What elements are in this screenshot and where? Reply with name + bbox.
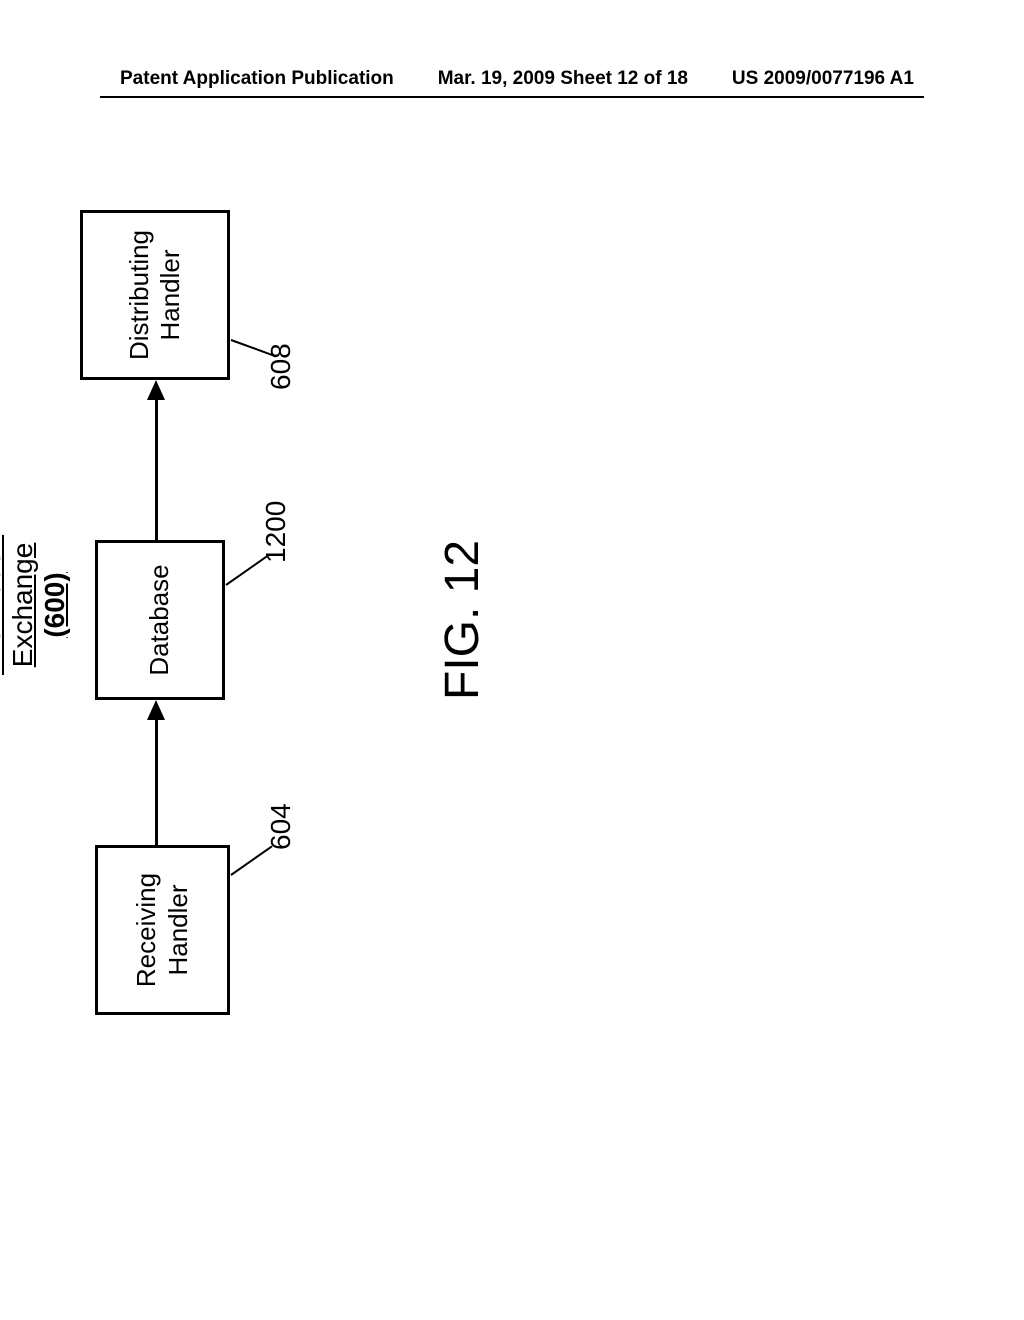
- node-label-line-1: Database: [144, 564, 175, 675]
- header-rule: [100, 96, 924, 98]
- header-right: US 2009/0077196 A1: [732, 68, 914, 90]
- arrow-head-icon: [147, 380, 165, 400]
- ref-label-604: 604: [265, 803, 297, 850]
- ref-label-1200: 1200: [260, 501, 292, 563]
- node-label-line-1: Distributing: [124, 230, 155, 360]
- title-line-2: Exchange: [7, 535, 39, 675]
- ref-label-608: 608: [265, 343, 297, 390]
- node-label-line-1: Receiving: [131, 873, 162, 987]
- node-label-line-2: Handler: [155, 230, 186, 360]
- node-receiving-handler: Receiving Handler: [95, 845, 230, 1015]
- arrow-head-icon: [147, 700, 165, 720]
- diagram-title: Information Exchange (600): [0, 535, 72, 675]
- node-database: Database: [95, 540, 225, 700]
- page-header: Patent Application Publication Mar. 19, …: [0, 68, 1024, 90]
- node-distributing-handler: Distributing Handler: [80, 210, 230, 380]
- title-line-1: Information: [0, 535, 7, 675]
- arrow-line: [155, 717, 158, 845]
- node-label-line-2: Handler: [163, 873, 194, 987]
- title-line-3: (600): [39, 535, 71, 675]
- leader-line: [230, 846, 272, 876]
- arrow-line: [155, 397, 158, 540]
- header-left: Patent Application Publication: [120, 68, 394, 90]
- flowchart-diagram: Information Exchange (600) Receiving Han…: [65, 335, 995, 895]
- header-center: Mar. 19, 2009 Sheet 12 of 18: [438, 68, 688, 90]
- figure-label: FIG. 12: [435, 540, 490, 700]
